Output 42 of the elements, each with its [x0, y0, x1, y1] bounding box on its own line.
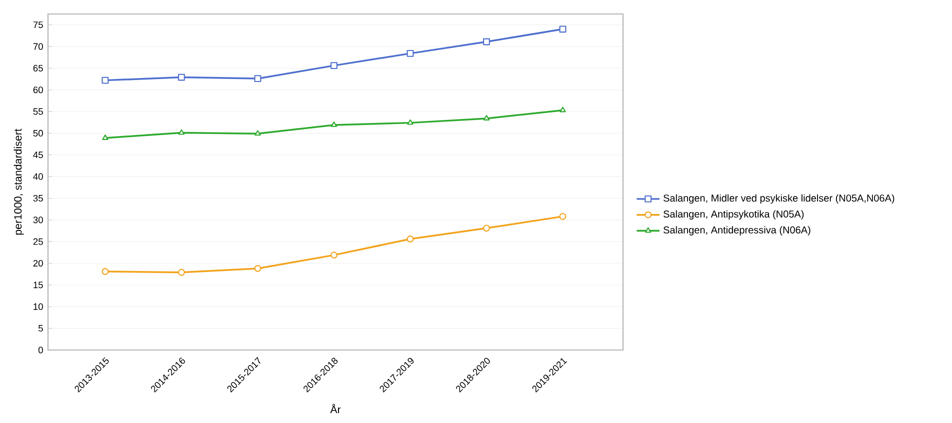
point [330, 62, 338, 70]
y-tick-label: 70 [33, 43, 43, 50]
y-tick-label: 60 [33, 86, 43, 94]
point [178, 268, 185, 276]
y-tick-label: 45 [33, 152, 43, 158]
legend-label: Salangen, Midler ved psykiske lidelser (N05A,N06A) [664, 194, 894, 204]
y-tick-label: 75 [33, 22, 43, 28]
point [254, 75, 262, 82]
point [254, 265, 262, 272]
point [330, 122, 338, 127]
point [178, 129, 185, 135]
point [483, 224, 490, 232]
y-tick-label: 10 [34, 303, 43, 310]
point [330, 252, 338, 259]
y-tick-label: 30 [33, 216, 43, 224]
y-tick-label: 65 [33, 64, 43, 72]
point [178, 74, 185, 81]
point [560, 106, 566, 112]
y-tick-label: 5 [38, 325, 43, 332]
point [406, 50, 414, 57]
y-tick-label: 15 [34, 282, 43, 288]
legend-label: Salangen, Antidepressiva (N06A) [664, 226, 810, 236]
x-axis-title: År [330, 404, 341, 414]
y-tick-label: 35 [33, 194, 43, 202]
y-tick-label: 40 [33, 173, 43, 180]
y-tick-label: 20 [33, 260, 43, 267]
legend-label: Salangen, Antipsykotika (N05A) [664, 210, 804, 220]
point [406, 236, 414, 242]
y-tick-label: 25 [33, 238, 43, 245]
point [254, 130, 261, 136]
point [407, 119, 414, 125]
y-tick-label: 50 [33, 130, 43, 137]
point [102, 134, 108, 140]
y-tick-label: 0 [38, 346, 43, 354]
point [559, 26, 566, 33]
point [102, 268, 109, 275]
y-tick-label: 55 [33, 108, 43, 115]
point [483, 38, 490, 46]
point [483, 115, 490, 120]
point [559, 212, 566, 220]
point [102, 76, 109, 84]
y-axis-title: per1000, standardisert [14, 128, 24, 235]
